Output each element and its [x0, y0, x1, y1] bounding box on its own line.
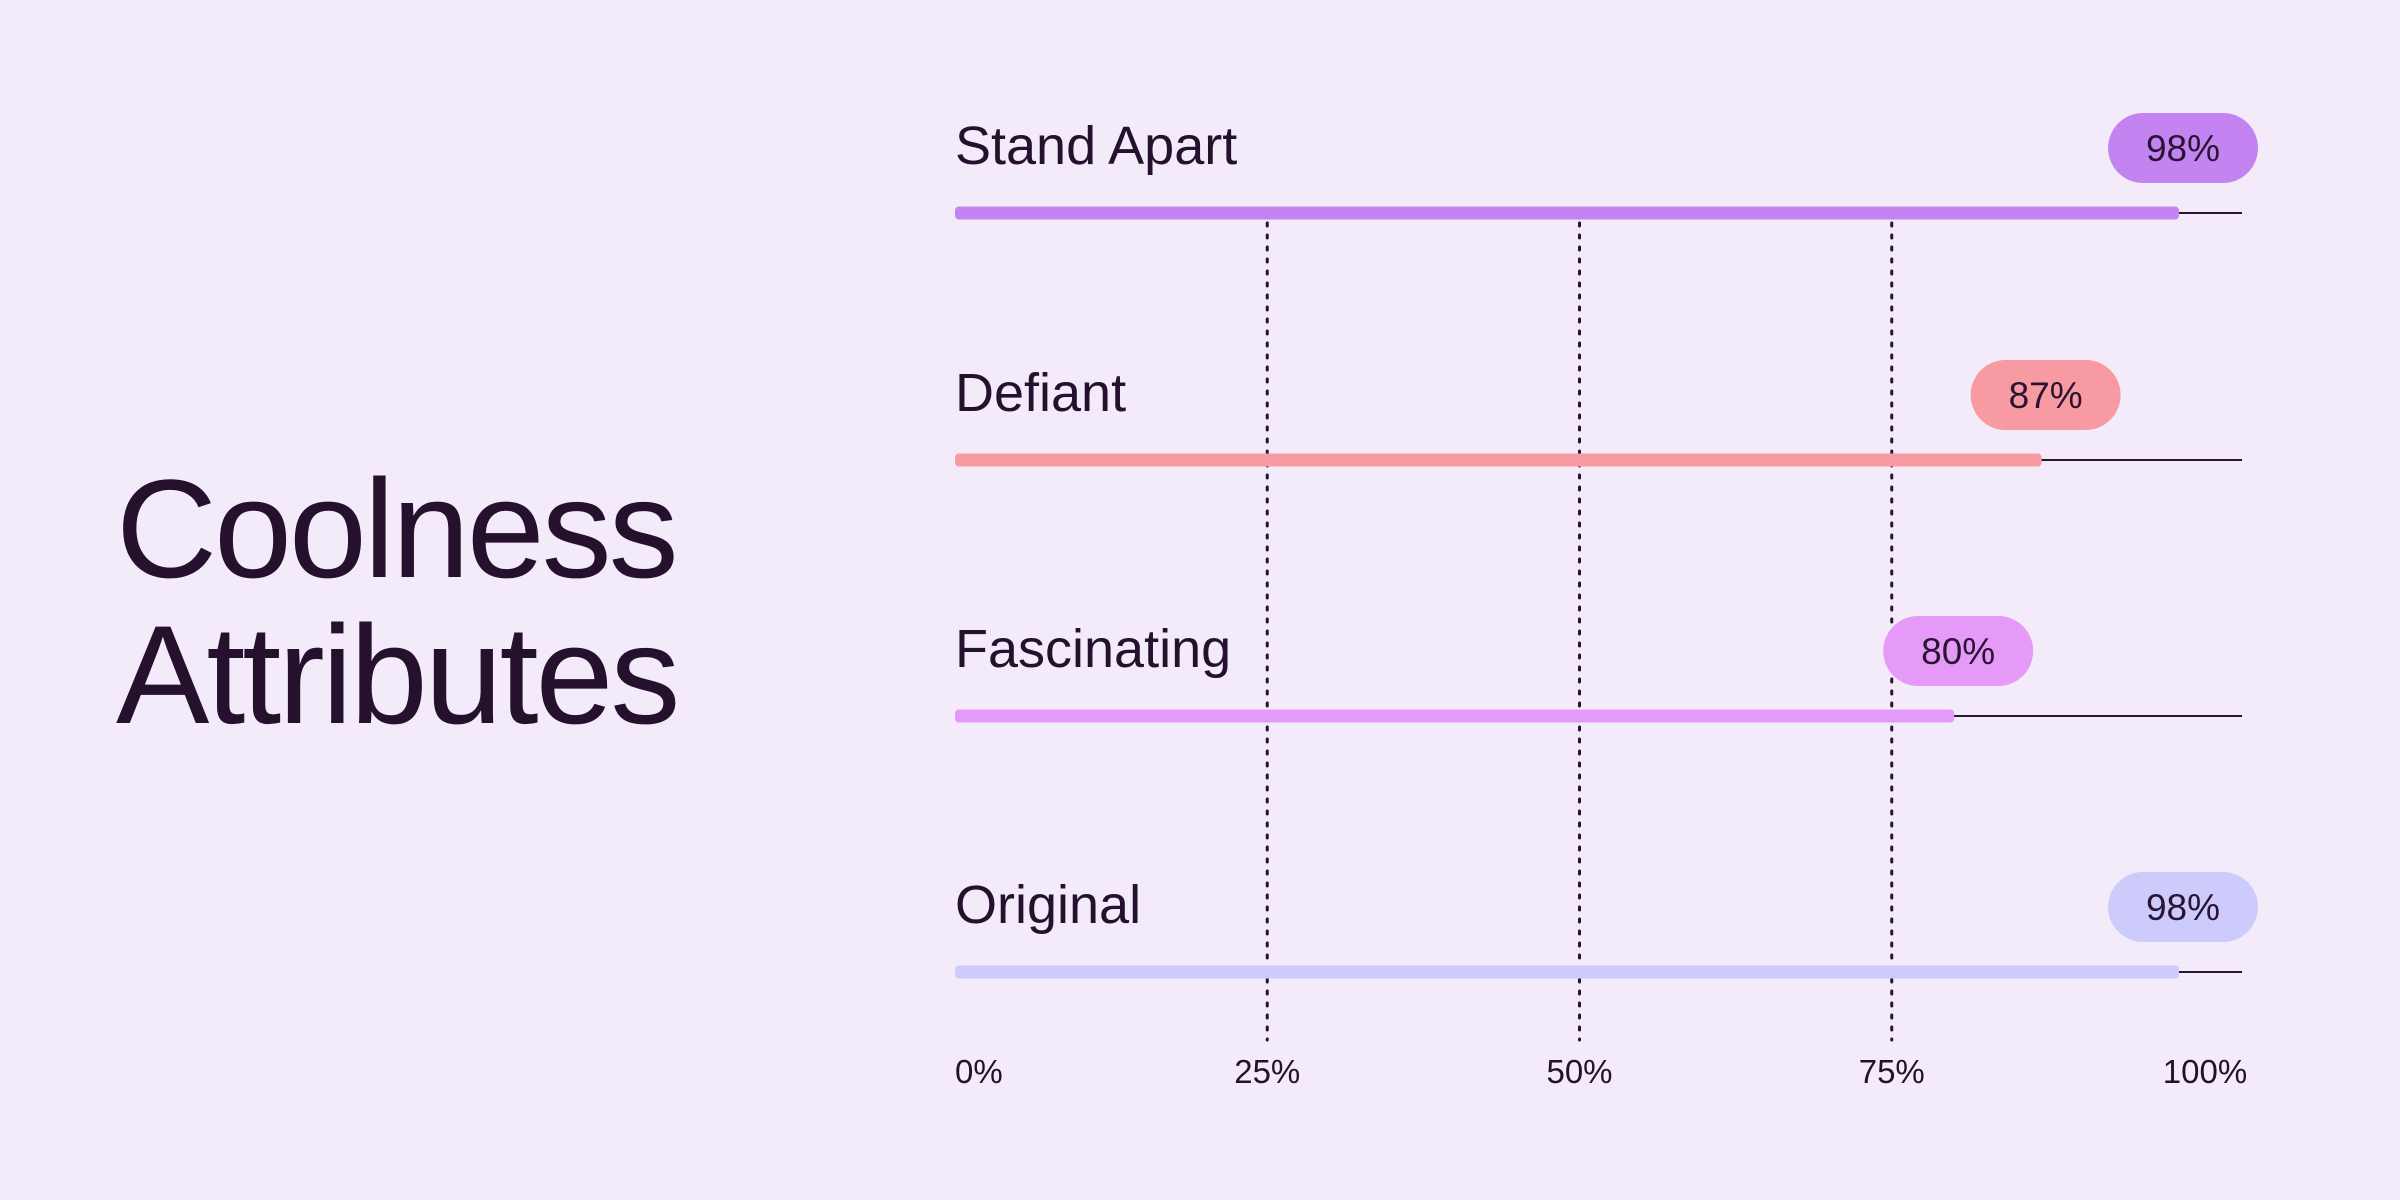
value-badge	[2108, 113, 2259, 183]
x-tick-label: 0%	[955, 1053, 1003, 1090]
value-badge	[1970, 360, 2121, 430]
bar-rows: Stand Apart 98% Defiant 87% Fascinating 80% Or…	[955, 113, 2259, 979]
value-badge	[1883, 616, 2034, 686]
bar	[955, 453, 2042, 467]
x-tick-label: 50%	[1546, 1053, 1612, 1090]
bar	[955, 709, 1955, 723]
bar-row: Fascinating 80%	[955, 616, 2242, 723]
gridlines	[1265, 221, 1894, 1042]
chart-title-line-2: Attributes	[116, 596, 680, 753]
x-tick-label: 75%	[1859, 1053, 1925, 1090]
chart-title-line-1: Coolness	[116, 450, 679, 607]
category-label: Fascinating	[955, 619, 1231, 679]
value-label: 87%	[2009, 375, 2083, 416]
value-label: 98%	[2146, 128, 2220, 169]
x-axis-ticks: 0% 25% 50% 75% 100%	[955, 1053, 2247, 1090]
value-badge	[2108, 872, 2259, 942]
x-tick-label: 100%	[2163, 1053, 2247, 1090]
x-tick-label: 25%	[1234, 1053, 1300, 1090]
bar-row: Original 98%	[955, 872, 2259, 979]
category-label: Stand Apart	[955, 116, 1237, 176]
category-label: Original	[955, 875, 1141, 935]
category-label: Defiant	[955, 363, 1126, 423]
bar	[955, 965, 2180, 979]
chart-title: Coolness Attributes	[116, 450, 680, 753]
value-label: 98%	[2146, 887, 2220, 928]
bar	[955, 206, 2180, 220]
value-label: 80%	[1921, 631, 1995, 672]
bar-row: Stand Apart 98%	[955, 113, 2259, 220]
bar-row: Defiant 87%	[955, 360, 2242, 467]
